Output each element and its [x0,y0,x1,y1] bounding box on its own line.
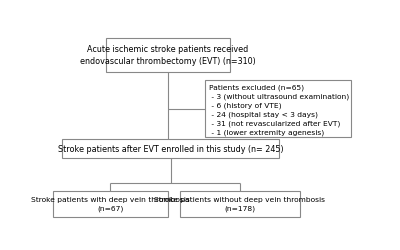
Text: Acute ischemic stroke patients received
endovascular thrombectomy (EVT) (n=310): Acute ischemic stroke patients received … [80,45,256,66]
Text: Stroke patients after EVT enrolled in this study (n= 245): Stroke patients after EVT enrolled in th… [58,144,284,153]
FancyBboxPatch shape [53,191,168,217]
Text: Stroke patients with deep vein thrombosis
(n=67): Stroke patients with deep vein thrombosi… [31,196,190,211]
Text: Stroke patients without deep vein thrombosis
(n=178): Stroke patients without deep vein thromb… [154,196,325,211]
Text: Patients excluded (n=65)
 - 3 (without ultrasound examination)
 - 6 (history of : Patients excluded (n=65) - 3 (without ul… [209,84,349,135]
FancyBboxPatch shape [205,81,351,138]
FancyBboxPatch shape [106,39,230,72]
FancyBboxPatch shape [180,191,300,217]
FancyBboxPatch shape [62,140,279,158]
